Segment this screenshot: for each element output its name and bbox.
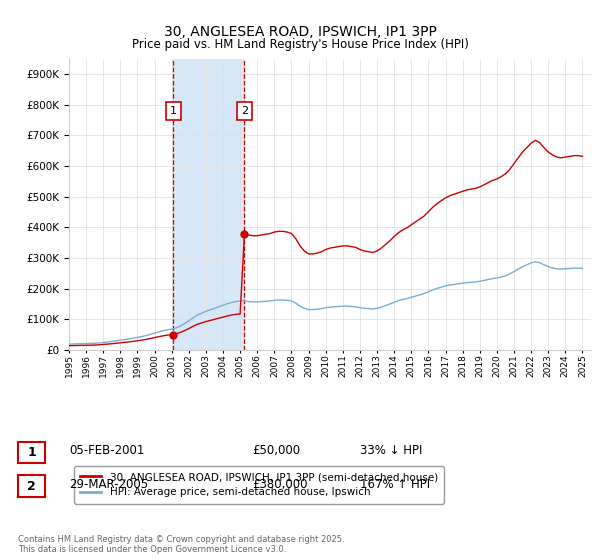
Text: 167% ↑ HPI: 167% ↑ HPI [360, 478, 430, 491]
Text: £50,000: £50,000 [252, 444, 300, 458]
Text: Price paid vs. HM Land Registry's House Price Index (HPI): Price paid vs. HM Land Registry's House … [131, 38, 469, 51]
Text: 1: 1 [170, 106, 177, 116]
Legend: 30, ANGLESEA ROAD, IPSWICH, IP1 3PP (semi-detached house), HPI: Average price, s: 30, ANGLESEA ROAD, IPSWICH, IP1 3PP (sem… [74, 466, 444, 503]
Text: 33% ↓ HPI: 33% ↓ HPI [360, 444, 422, 458]
Text: 05-FEB-2001: 05-FEB-2001 [69, 444, 145, 458]
Text: 2: 2 [27, 479, 36, 493]
Text: Contains HM Land Registry data © Crown copyright and database right 2025.
This d: Contains HM Land Registry data © Crown c… [18, 535, 344, 554]
Text: 29-MAR-2005: 29-MAR-2005 [69, 478, 148, 491]
Text: 2: 2 [241, 106, 248, 116]
Bar [173, 59, 244, 350]
Text: £380,000: £380,000 [252, 478, 308, 491]
Text: 30, ANGLESEA ROAD, IPSWICH, IP1 3PP: 30, ANGLESEA ROAD, IPSWICH, IP1 3PP [164, 25, 436, 39]
Text: 1: 1 [27, 446, 36, 459]
